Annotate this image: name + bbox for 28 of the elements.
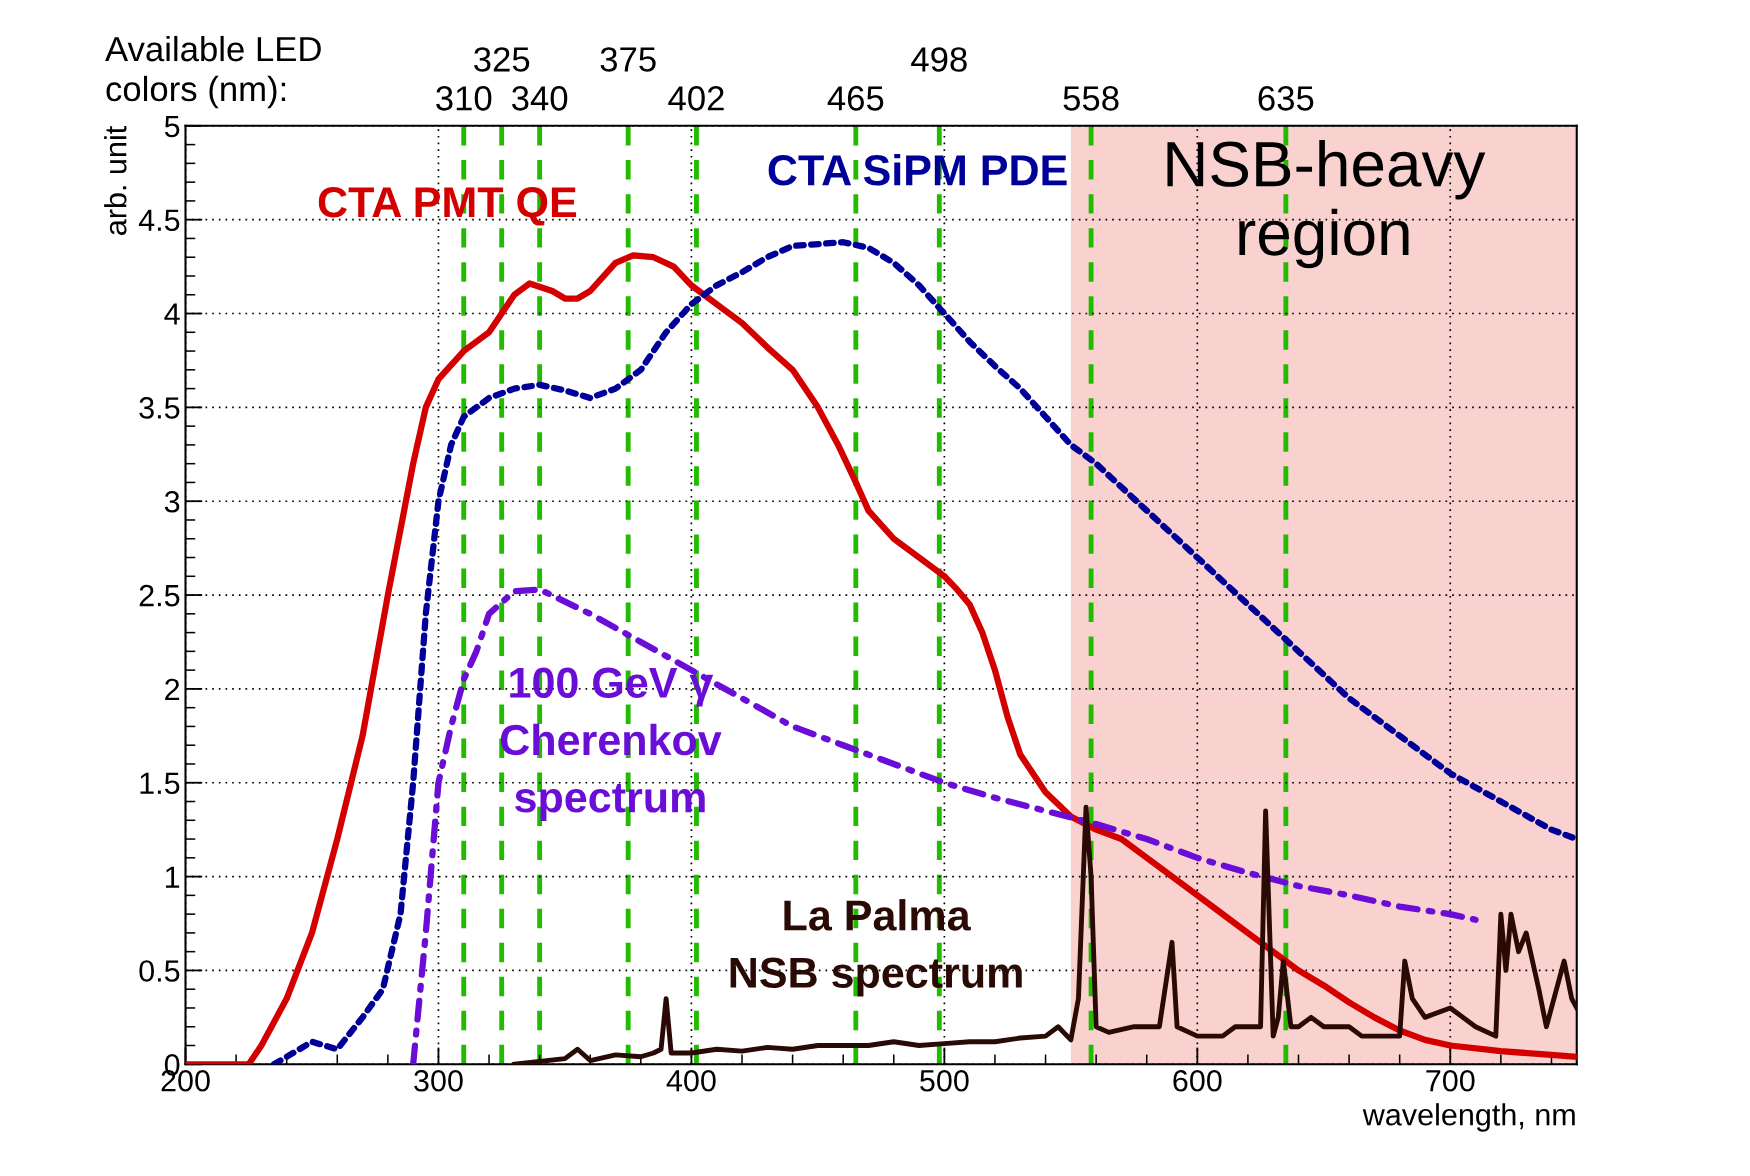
y-tick-label: 1.5 <box>140 772 180 795</box>
x-axis-title: wavelength, nm <box>1362 1103 1575 1132</box>
y-tick-label: 4 <box>164 303 180 325</box>
x-tick-label: 400 <box>666 1069 716 1092</box>
y-tick-label: 4.5 <box>138 209 180 232</box>
y-tick-label: 0.5 <box>139 960 180 982</box>
band-label: NSB-heavy region <box>1167 139 1486 269</box>
ref-line-label: 635 <box>1258 86 1314 111</box>
ref-line-label: 325 <box>474 47 530 72</box>
y-tick-label: 5 <box>164 115 180 138</box>
ref-line-label: 498 <box>911 47 967 72</box>
y-axis-title: arb. unit <box>104 126 127 235</box>
ref-line-label: 340 <box>512 86 568 111</box>
ref-line-label: 375 <box>600 47 656 72</box>
y-tick-label: 1 <box>165 866 180 888</box>
text: Available LED colors (nm): <box>105 35 321 109</box>
x-tick-label: 600 <box>1173 1069 1222 1092</box>
ref-line-label: 310 <box>436 86 492 111</box>
y-tick-label: 2 <box>165 678 180 700</box>
ref-line-label: 558 <box>1063 86 1119 111</box>
ref-line-label: 402 <box>668 86 724 111</box>
x-tick-label: 500 <box>920 1069 969 1092</box>
y-tick-label: 3 <box>164 490 180 513</box>
x-tick-label: 300 <box>414 1069 463 1092</box>
y-tick-label: 2.5 <box>139 584 180 607</box>
ref-line-label: 465 <box>827 86 884 111</box>
y-tick-label: 3.5 <box>139 397 180 419</box>
x-tick-label: 700 <box>1426 1069 1475 1092</box>
